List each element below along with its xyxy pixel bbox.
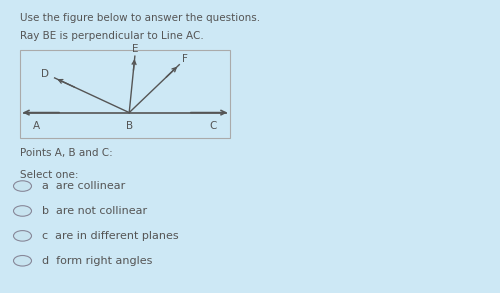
Text: E: E [132, 44, 139, 54]
Text: A: A [33, 121, 40, 131]
Text: Select one:: Select one: [20, 170, 78, 180]
Text: C: C [210, 121, 217, 131]
Text: Points A, B and C:: Points A, B and C: [20, 148, 113, 158]
Text: Ray BE is perpendicular to Line AC.: Ray BE is perpendicular to Line AC. [20, 31, 204, 41]
Circle shape [14, 206, 32, 216]
Bar [20, 50, 230, 138]
Text: B: B [126, 121, 133, 131]
Text: D: D [42, 69, 50, 79]
Text: a  are collinear: a are collinear [42, 181, 126, 191]
Circle shape [14, 255, 32, 266]
Circle shape [14, 231, 32, 241]
Text: c  are in different planes: c are in different planes [42, 231, 179, 241]
Text: F: F [182, 54, 188, 64]
Text: Use the figure below to answer the questions.: Use the figure below to answer the quest… [20, 13, 260, 23]
Text: d  form right angles: d form right angles [42, 256, 153, 266]
Text: b  are not collinear: b are not collinear [42, 206, 148, 216]
Circle shape [14, 181, 32, 191]
